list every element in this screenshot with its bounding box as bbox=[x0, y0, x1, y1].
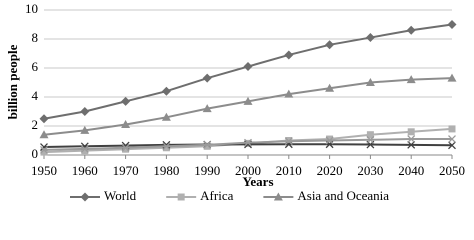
point bbox=[325, 40, 335, 50]
point bbox=[80, 144, 89, 153]
y-axis-label: billion people bbox=[5, 44, 20, 119]
point bbox=[202, 73, 212, 83]
point bbox=[407, 140, 416, 149]
point bbox=[161, 86, 171, 96]
point bbox=[284, 137, 293, 146]
point bbox=[162, 144, 170, 152]
point bbox=[122, 145, 130, 153]
legend-item: Asia and Oceania bbox=[263, 188, 389, 203]
point bbox=[448, 141, 456, 150]
point bbox=[40, 148, 48, 156]
x-tick-label: 1990 bbox=[194, 163, 220, 178]
point bbox=[366, 135, 375, 144]
point bbox=[366, 131, 374, 139]
point bbox=[284, 89, 294, 98]
point bbox=[407, 135, 416, 144]
x-tick-label: 2050 bbox=[439, 163, 465, 178]
point bbox=[162, 142, 171, 151]
legend-marker bbox=[273, 192, 283, 201]
point bbox=[447, 73, 457, 82]
x-tick-label: 2020 bbox=[317, 163, 343, 178]
point bbox=[39, 130, 49, 139]
legend-marker bbox=[177, 193, 185, 201]
point bbox=[161, 112, 171, 121]
x-tick-label: 1980 bbox=[153, 163, 179, 178]
point bbox=[447, 20, 457, 29]
legend-marker bbox=[80, 192, 90, 202]
point bbox=[448, 135, 456, 144]
point bbox=[80, 107, 90, 116]
point bbox=[243, 62, 253, 72]
point bbox=[40, 145, 48, 154]
legend-item: Africa bbox=[166, 188, 234, 203]
point bbox=[365, 78, 375, 86]
point bbox=[81, 147, 89, 155]
point bbox=[325, 83, 335, 92]
point bbox=[365, 33, 375, 43]
point bbox=[243, 96, 253, 105]
y-tick-label: 2 bbox=[32, 117, 39, 132]
x-tick-label: 2040 bbox=[398, 163, 424, 178]
point bbox=[39, 114, 49, 124]
legend-item: World bbox=[70, 188, 137, 203]
point bbox=[326, 135, 334, 143]
point bbox=[284, 50, 294, 60]
point bbox=[406, 75, 416, 84]
point bbox=[406, 25, 416, 35]
y-tick-label: 4 bbox=[32, 88, 39, 103]
y-tick-label: 8 bbox=[32, 30, 39, 45]
x-tick-label: 2030 bbox=[357, 163, 383, 178]
legend-label: Africa bbox=[200, 188, 233, 203]
point bbox=[203, 140, 212, 149]
point bbox=[448, 125, 456, 133]
point bbox=[407, 128, 415, 136]
legend-label: Asia and Oceania bbox=[297, 188, 389, 203]
point bbox=[244, 138, 252, 147]
x-axis-label: Years bbox=[242, 174, 273, 189]
point bbox=[80, 125, 90, 134]
point bbox=[203, 142, 211, 150]
x-tick-label: 1950 bbox=[31, 163, 57, 178]
chart: Years billion people 0 2 4 6 8 10 1950 1960 1970… bbox=[5, 1, 465, 203]
x-tick-label: 2000 bbox=[235, 163, 261, 178]
point bbox=[202, 104, 212, 113]
point bbox=[121, 120, 131, 129]
legend-label: World bbox=[104, 188, 137, 203]
y-tick-label: 6 bbox=[32, 59, 39, 74]
point bbox=[121, 143, 130, 152]
x-tick-label: 1970 bbox=[113, 163, 139, 178]
x-tick-label: 2010 bbox=[276, 163, 302, 178]
y-tick-label: 10 bbox=[25, 1, 38, 16]
point bbox=[121, 96, 131, 106]
x-tick-label: 1960 bbox=[72, 163, 98, 178]
point bbox=[325, 136, 334, 145]
y-tick-label: 0 bbox=[32, 146, 39, 161]
